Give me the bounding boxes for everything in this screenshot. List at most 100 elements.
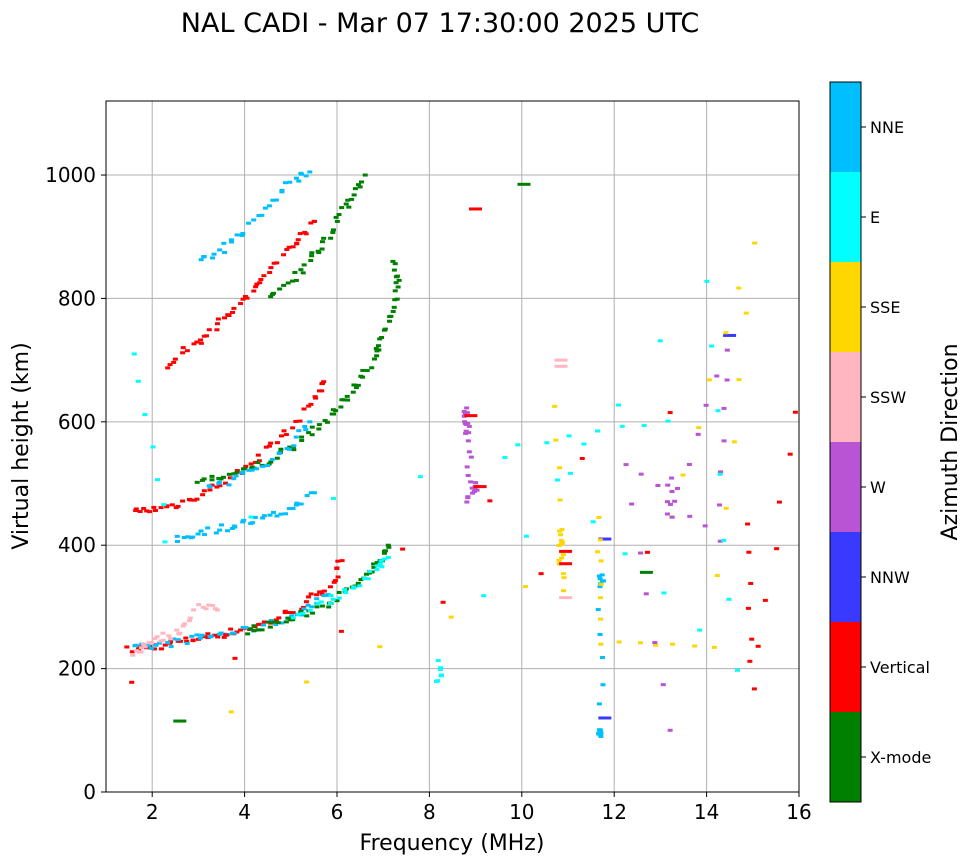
data-point bbox=[190, 535, 196, 539]
data-point bbox=[242, 467, 248, 471]
data-point bbox=[246, 221, 252, 225]
data-point bbox=[387, 319, 393, 323]
data-point bbox=[286, 611, 292, 615]
data-point bbox=[338, 405, 344, 409]
data-point bbox=[387, 315, 393, 319]
data-point bbox=[332, 579, 338, 583]
data-point bbox=[197, 636, 203, 640]
data-point bbox=[269, 457, 275, 461]
data-point bbox=[212, 633, 218, 637]
data-point bbox=[281, 253, 287, 257]
data-point bbox=[234, 233, 240, 237]
data-point bbox=[307, 170, 313, 174]
data-point bbox=[440, 600, 446, 604]
data-point bbox=[243, 464, 249, 468]
data-point bbox=[174, 534, 180, 538]
data-point bbox=[160, 638, 166, 642]
data-point bbox=[464, 414, 478, 418]
data-point bbox=[253, 285, 259, 289]
data-point bbox=[595, 429, 601, 433]
colorbar-tick-label: SSW bbox=[870, 388, 906, 407]
data-point bbox=[135, 379, 141, 383]
data-point bbox=[256, 622, 262, 626]
data-point bbox=[169, 503, 175, 507]
data-point bbox=[138, 646, 144, 650]
data-point bbox=[277, 287, 283, 291]
data-point bbox=[261, 620, 267, 624]
colorbar-swatch bbox=[830, 352, 861, 442]
data-point bbox=[254, 282, 260, 286]
data-point bbox=[336, 212, 342, 216]
data-point bbox=[307, 608, 313, 612]
data-point bbox=[351, 193, 357, 197]
data-point bbox=[225, 313, 231, 317]
data-point bbox=[290, 279, 296, 283]
data-point bbox=[300, 611, 306, 615]
data-point bbox=[218, 523, 224, 527]
data-point bbox=[136, 647, 142, 651]
data-point bbox=[290, 618, 296, 622]
data-point bbox=[302, 425, 308, 429]
data-point bbox=[330, 228, 336, 232]
data-point bbox=[724, 348, 730, 352]
data-point bbox=[314, 605, 320, 609]
x-tick-label: 2 bbox=[146, 800, 159, 824]
x-tick-label: 10 bbox=[509, 800, 534, 824]
data-point bbox=[214, 328, 220, 332]
colorbar-swatch bbox=[830, 82, 861, 172]
data-point bbox=[751, 687, 757, 691]
data-point bbox=[394, 274, 400, 278]
data-point bbox=[438, 674, 444, 678]
trace-x-mode bbox=[268, 173, 368, 299]
data-point bbox=[661, 591, 667, 595]
data-point bbox=[215, 635, 221, 639]
data-point bbox=[291, 448, 297, 452]
chart-title: NAL CADI - Mar 07 17:30:00 2025 UTC bbox=[181, 8, 699, 39]
data-point bbox=[435, 679, 441, 683]
data-point bbox=[308, 402, 314, 406]
data-point bbox=[711, 645, 717, 649]
data-point bbox=[301, 607, 307, 611]
data-point bbox=[202, 533, 208, 537]
data-point bbox=[623, 463, 629, 467]
data-point bbox=[702, 524, 708, 528]
data-point bbox=[657, 339, 663, 343]
data-point bbox=[184, 639, 190, 643]
data-point bbox=[168, 645, 174, 649]
data-point bbox=[194, 633, 200, 637]
data-point bbox=[229, 310, 235, 314]
data-point bbox=[669, 490, 675, 494]
data-point bbox=[345, 198, 351, 202]
data-point bbox=[330, 496, 336, 500]
data-point bbox=[195, 532, 201, 536]
trace-nnw bbox=[598, 333, 737, 720]
data-point bbox=[282, 609, 288, 613]
x-tick-label: 14 bbox=[694, 800, 719, 824]
data-point bbox=[717, 472, 723, 476]
data-point bbox=[339, 559, 345, 563]
data-point bbox=[357, 584, 363, 588]
data-point bbox=[164, 504, 170, 508]
data-point bbox=[597, 596, 603, 600]
data-point bbox=[371, 562, 377, 566]
data-point bbox=[390, 309, 396, 313]
data-point bbox=[256, 459, 262, 463]
data-point bbox=[481, 594, 487, 598]
data-point bbox=[187, 619, 193, 623]
data-point bbox=[319, 381, 325, 385]
x-tick-label: 16 bbox=[786, 800, 811, 824]
data-point bbox=[274, 441, 280, 445]
data-point bbox=[232, 656, 238, 660]
data-point bbox=[374, 564, 380, 568]
data-point bbox=[667, 411, 673, 415]
data-point bbox=[464, 465, 470, 469]
data-point bbox=[131, 352, 137, 356]
data-point bbox=[322, 419, 328, 423]
data-point bbox=[355, 383, 361, 387]
data-point bbox=[355, 183, 361, 187]
data-point bbox=[180, 351, 186, 355]
data-point bbox=[250, 521, 256, 525]
data-point bbox=[218, 477, 224, 481]
data-point bbox=[248, 515, 254, 519]
data-point bbox=[260, 464, 266, 468]
